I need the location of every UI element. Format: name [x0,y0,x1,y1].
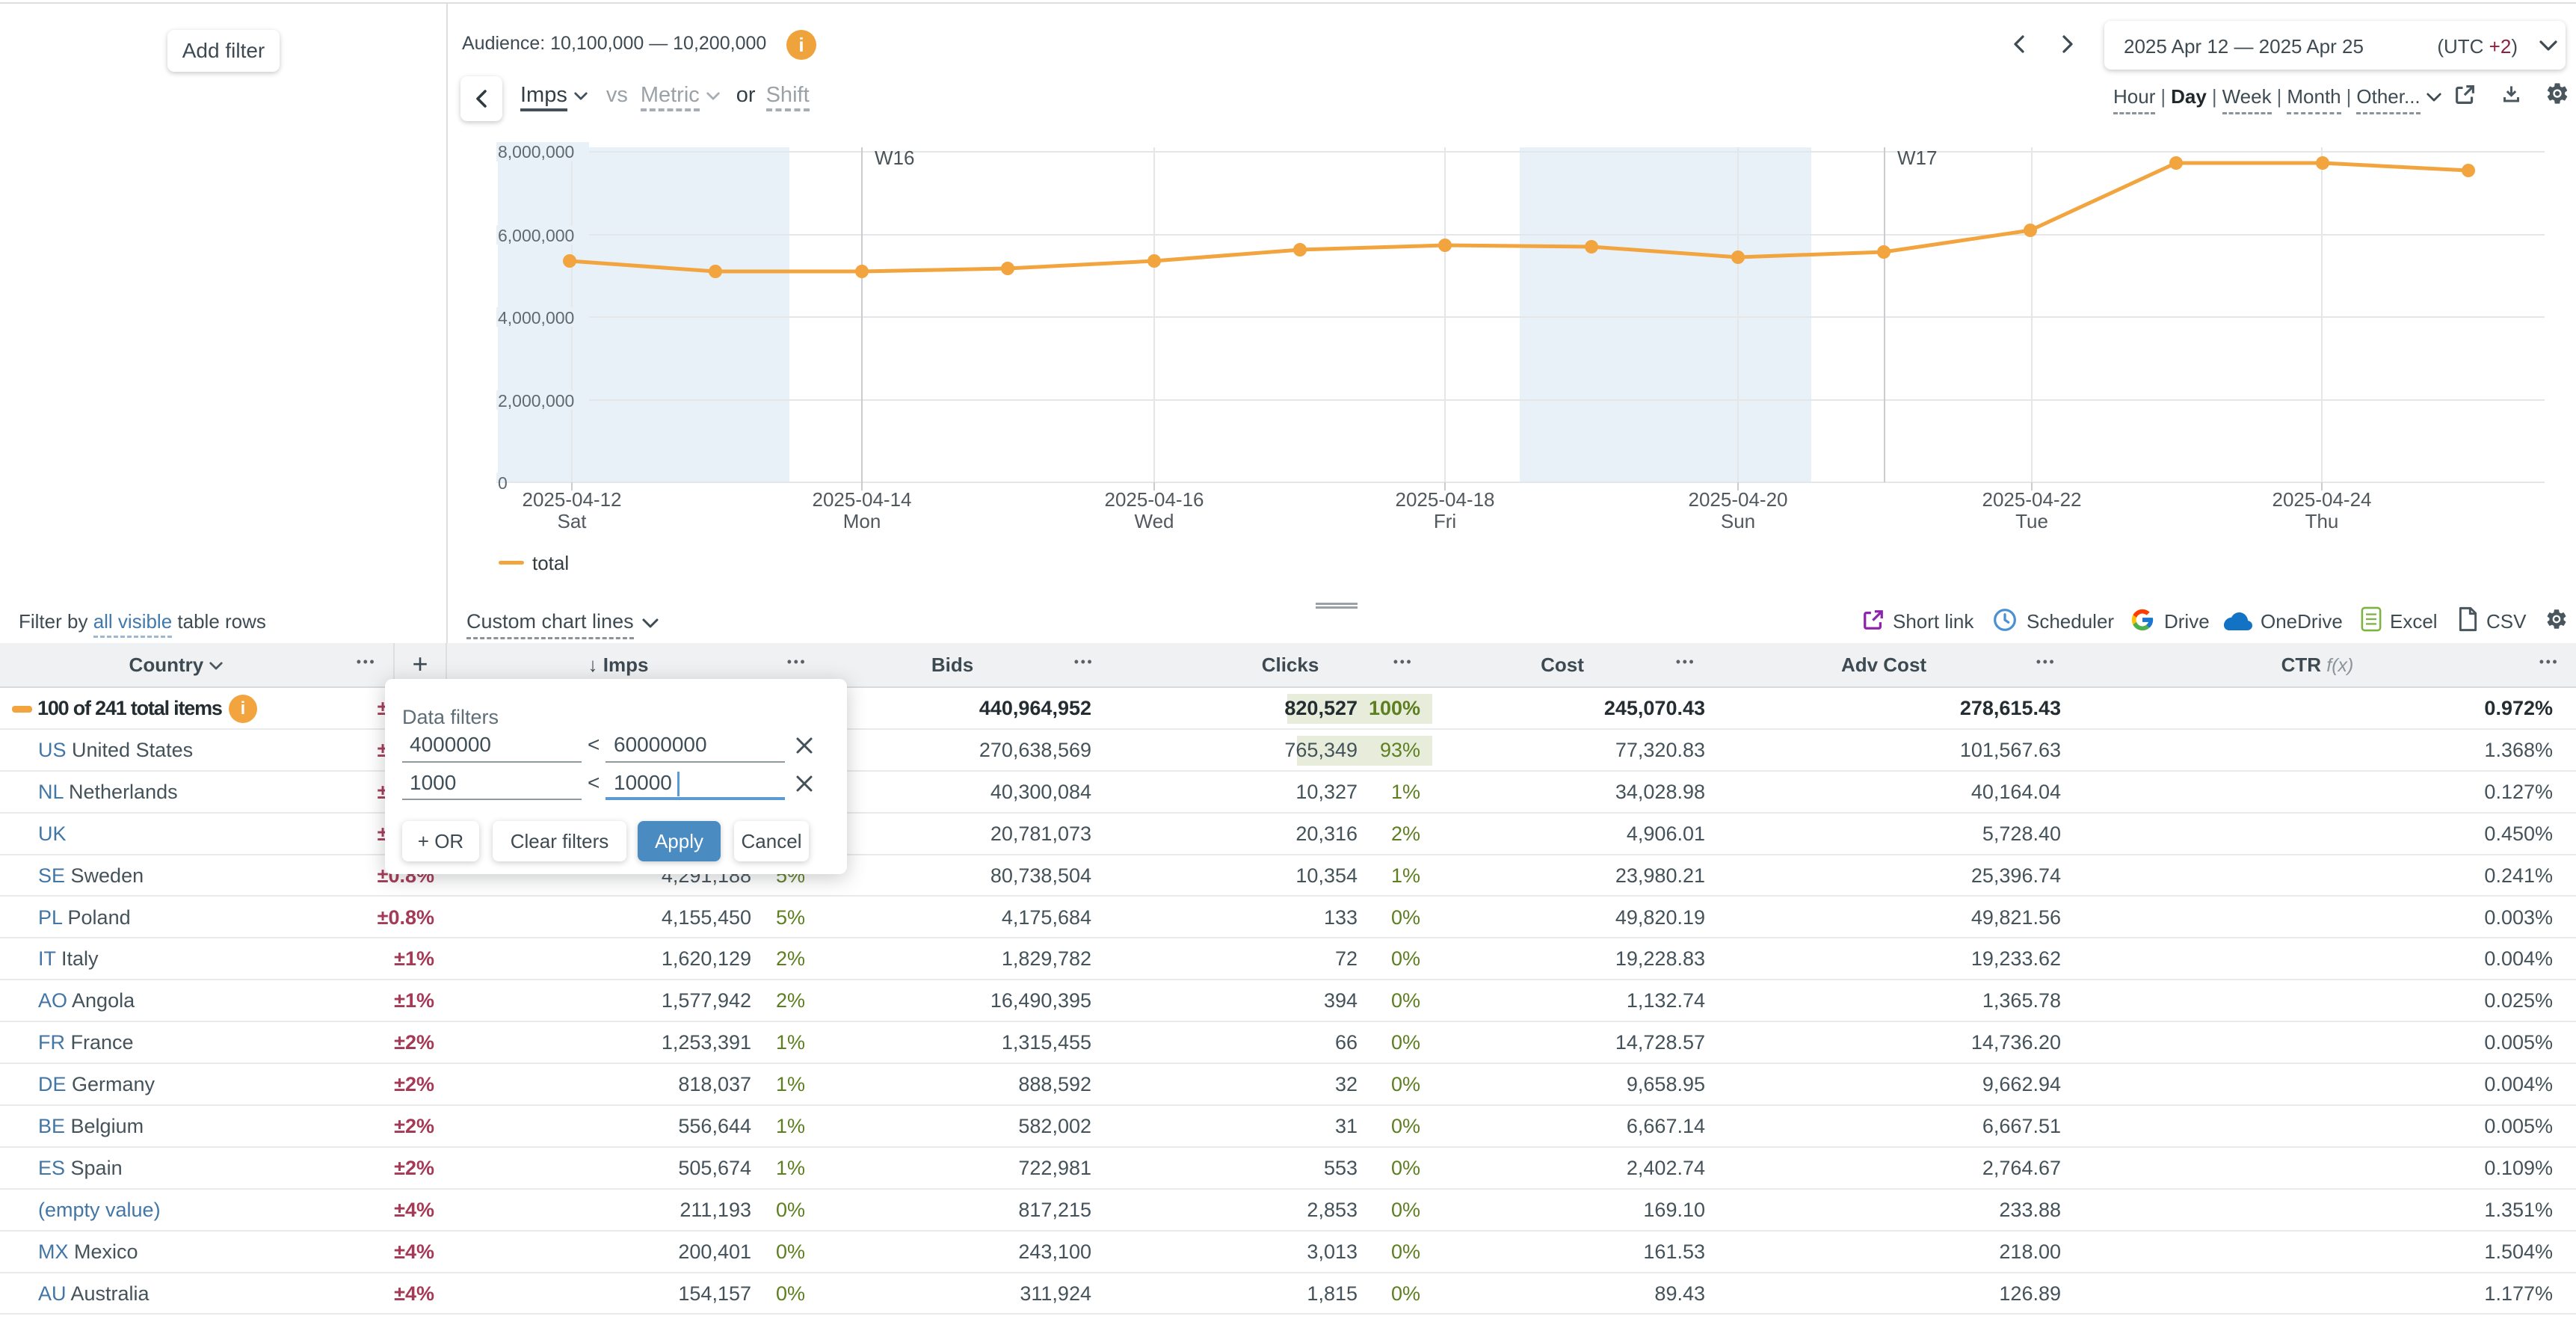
svg-text:2,000,000: 2,000,000 [498,391,574,411]
svg-text:6,000,000: 6,000,000 [498,226,574,245]
svg-text:2025-04-24: 2025-04-24 [2273,488,2372,511]
svg-text:Mon: Mon [843,510,881,532]
svg-text:8,000,000: 8,000,000 [498,142,574,162]
svg-text:2025-04-22: 2025-04-22 [1982,488,2082,511]
svg-text:Fri: Fri [1434,510,1456,532]
svg-text:W17: W17 [1897,147,1937,169]
svg-text:2025-04-20: 2025-04-20 [1689,488,1788,511]
svg-text:0: 0 [498,473,508,493]
svg-text:2025-04-16: 2025-04-16 [1105,488,1204,511]
svg-text:2025-04-18: 2025-04-18 [1396,488,1495,511]
svg-text:2025-04-12: 2025-04-12 [523,488,622,511]
svg-text:Wed: Wed [1135,510,1174,532]
svg-text:Tue: Tue [2015,510,2048,532]
svg-text:2025-04-14: 2025-04-14 [813,488,912,511]
svg-text:4,000,000: 4,000,000 [498,308,574,328]
svg-text:W16: W16 [875,147,914,169]
svg-text:Sat: Sat [557,510,587,532]
svg-text:Sun: Sun [1721,510,1755,532]
svg-text:Thu: Thu [2305,510,2339,532]
